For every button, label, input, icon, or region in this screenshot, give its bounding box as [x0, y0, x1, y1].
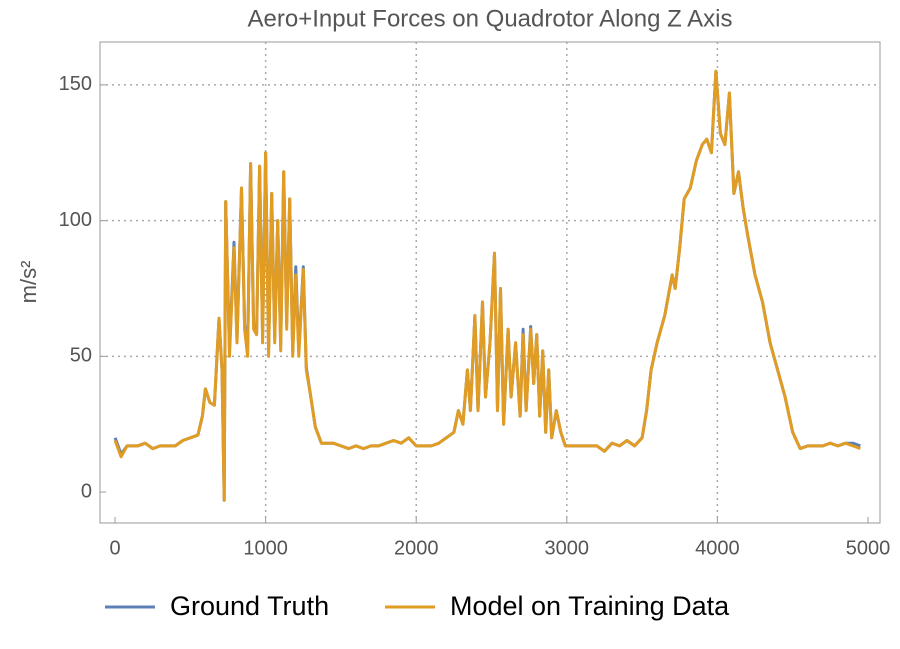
y-tick-label: 100 — [59, 209, 92, 231]
y-axis-label: m/s² — [16, 261, 41, 304]
x-tick-label: 4000 — [695, 537, 740, 559]
legend-label: Model on Training Data — [450, 591, 730, 621]
x-tick-label: 2000 — [394, 537, 439, 559]
x-tick-label: 1000 — [243, 537, 288, 559]
y-tick-label: 50 — [70, 345, 92, 367]
plot-frame — [99, 41, 881, 524]
x-tick-label: 5000 — [846, 537, 891, 559]
y-tick-label: 150 — [59, 73, 92, 95]
chart-title: Aero+Input Forces on Quadrotor Along Z A… — [248, 5, 733, 32]
x-tick-label: 0 — [109, 537, 120, 559]
series-line — [113, 69, 861, 502]
legend-label: Ground Truth — [170, 591, 329, 621]
x-tick-label: 3000 — [545, 537, 590, 559]
y-tick-label: 0 — [81, 480, 92, 502]
